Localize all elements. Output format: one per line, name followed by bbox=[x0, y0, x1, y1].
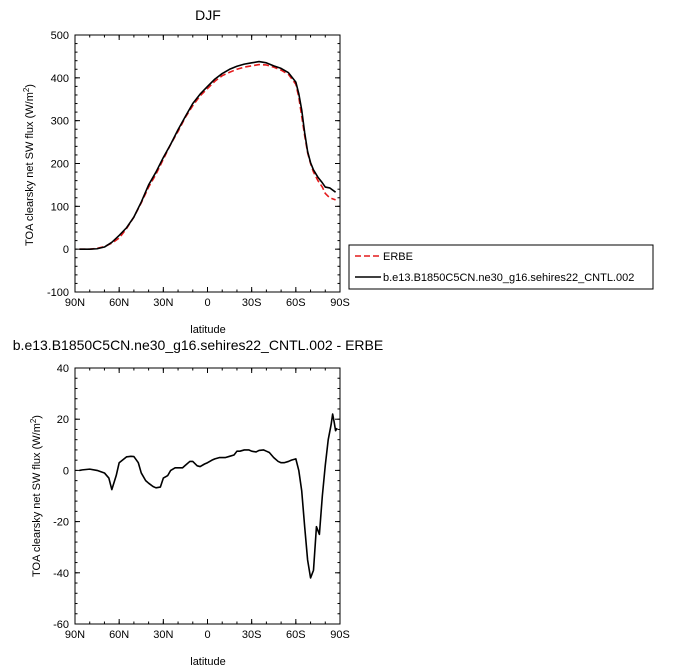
top-x-tick-label: 90S bbox=[330, 297, 350, 309]
bottom-x-tick-label: 30N bbox=[153, 629, 173, 641]
top-series-line-0 bbox=[79, 63, 336, 250]
top-y-axis-label-sup: 2 bbox=[22, 87, 31, 92]
bottom-y-tick-label: 0 bbox=[63, 465, 69, 477]
bottom-series-line-0 bbox=[79, 413, 338, 579]
bottom-x-tick-label: 60N bbox=[109, 629, 129, 641]
bottom-panel: b.e13.B1850C5CN.ne30_g16.sehires22_CNTL.… bbox=[13, 337, 383, 668]
bottom-y-tick-label: -40 bbox=[53, 568, 69, 580]
bottom-y-tick-label: -20 bbox=[53, 517, 69, 529]
bottom-x-axis-label: latitude bbox=[190, 656, 225, 668]
legend: ERBE b.e13.B1850C5CN.ne30_g16.sehires22_… bbox=[348, 244, 654, 290]
legend-model-label: b.e13.B1850C5CN.ne30_g16.sehires22_CNTL.… bbox=[383, 272, 634, 284]
bottom-y-axis-label-sup: 2 bbox=[29, 418, 38, 423]
top-y-axis-label-main: TOA clearsky net SW flux (W/m bbox=[24, 92, 36, 246]
bottom-y-axis-label: TOA clearsky net SW flux (W/m2) bbox=[29, 415, 44, 577]
top-x-tick-label: 0 bbox=[204, 297, 210, 309]
legend-box bbox=[348, 244, 654, 290]
top-plot-area: 90N 60N 30N 0 30S 60S 90S -100 0 100 200 300 400 500 bbox=[47, 30, 350, 309]
bottom-y-axis-label-end: ) bbox=[31, 415, 43, 419]
top-plot-frame bbox=[74, 34, 341, 293]
top-y-axis-label: TOA clearsky net SW flux (W/m2) bbox=[22, 84, 37, 246]
legend-erbe-label: ERBE bbox=[383, 251, 413, 263]
bottom-x-tick-label: 90S bbox=[330, 629, 350, 641]
top-x-tick-label: 60S bbox=[286, 297, 306, 309]
top-y-tick-label: 400 bbox=[51, 73, 69, 85]
bottom-y-axis-label-main: TOA clearsky net SW flux (W/m bbox=[31, 423, 43, 577]
bottom-plot-frame bbox=[74, 367, 341, 625]
top-y-tick-label: -100 bbox=[47, 287, 69, 299]
bottom-y-tick-label: 20 bbox=[57, 414, 69, 426]
bottom-x-tick-label: 90N bbox=[65, 629, 85, 641]
top-panel: DJF 90N 60N 30N 0 30S 60S 90S -100 0 100 200 300 400… bbox=[22, 7, 350, 336]
top-y-axis-label-end: ) bbox=[24, 84, 36, 88]
top-y-tick-label: 200 bbox=[51, 159, 69, 171]
bottom-plot-area: 90N 60N 30N 0 30S 60S 90S -60 -40 -20 0 20 40 bbox=[53, 363, 350, 641]
top-x-tick-label: 30S bbox=[242, 297, 262, 309]
top-series-line-1 bbox=[79, 60, 337, 250]
top-x-tick-label: 60N bbox=[109, 297, 129, 309]
top-panel-title: DJF bbox=[195, 7, 221, 23]
bottom-x-tick-label: 0 bbox=[204, 629, 210, 641]
bottom-x-tick-label: 30S bbox=[242, 629, 262, 641]
bottom-y-tick-label: -60 bbox=[53, 619, 69, 631]
top-x-axis-label: latitude bbox=[190, 324, 225, 336]
bottom-panel-title: b.e13.B1850C5CN.ne30_g16.sehires22_CNTL.… bbox=[13, 337, 383, 353]
top-x-tick-label: 30N bbox=[153, 297, 173, 309]
top-x-tick-label: 90N bbox=[65, 297, 85, 309]
top-y-tick-label: 0 bbox=[63, 244, 69, 256]
top-y-tick-label: 500 bbox=[51, 30, 69, 42]
bottom-x-tick-label: 60S bbox=[286, 629, 306, 641]
bottom-y-tick-label: 40 bbox=[57, 363, 69, 375]
top-y-tick-label: 300 bbox=[51, 116, 69, 128]
top-y-tick-label: 100 bbox=[51, 201, 69, 213]
